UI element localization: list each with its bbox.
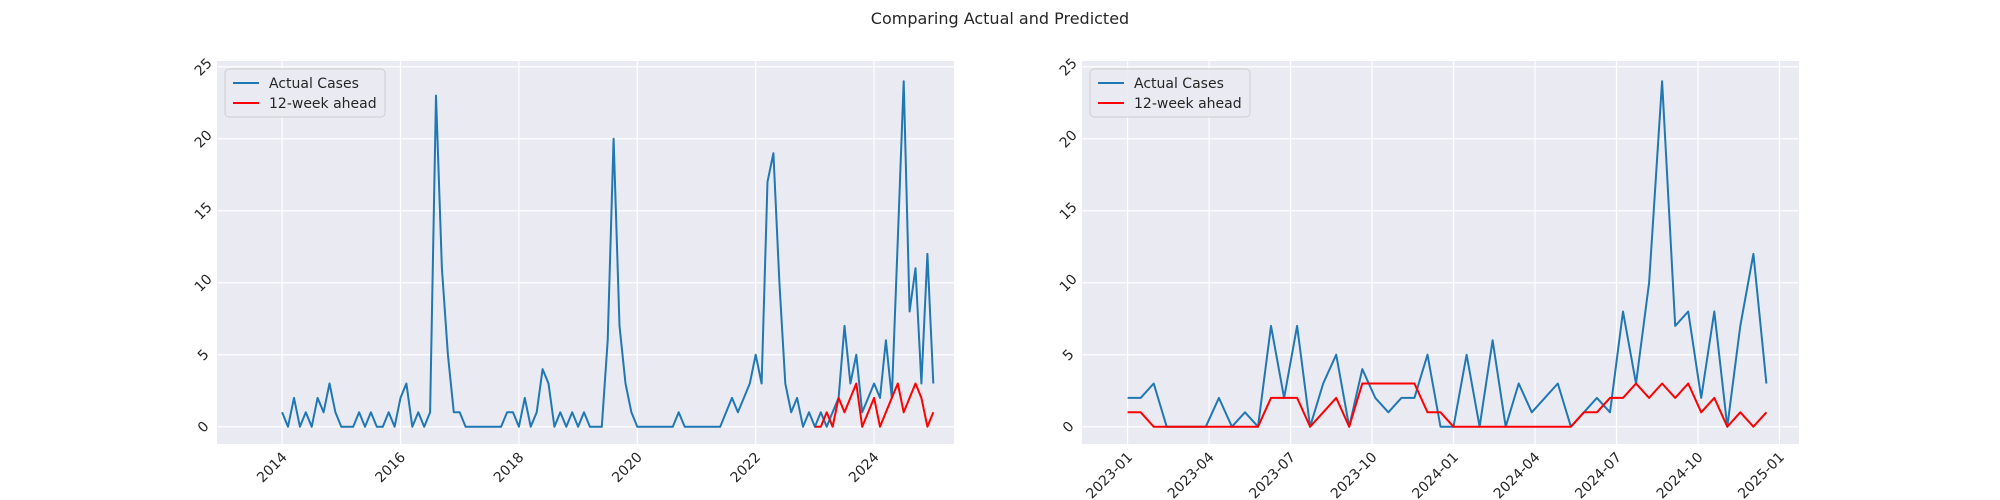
series-line <box>281 80 935 428</box>
series-line <box>1127 80 1768 428</box>
x-tick-label: 2023-10 <box>1328 450 1381 500</box>
legend-label: 12-week ahead <box>269 96 377 112</box>
legend <box>224 68 386 118</box>
y-tick-label: 15 <box>1057 199 1081 223</box>
x-tick-label: 2023-07 <box>1246 450 1299 500</box>
y-tick-label: 5 <box>195 347 213 365</box>
x-tick-label: 2024 <box>846 449 883 486</box>
y-tick-label: 0 <box>1060 419 1078 437</box>
series-line <box>814 382 935 428</box>
y-tick-label: 5 <box>1060 347 1078 365</box>
legend <box>1089 68 1251 118</box>
y-tick-label: 25 <box>192 56 216 80</box>
x-tick-label: 2022 <box>728 450 765 487</box>
y-tick-label: 20 <box>192 127 216 151</box>
y-tick-label: 10 <box>192 271 216 295</box>
x-tick-label: 2016 <box>372 449 409 486</box>
x-tick-label: 2020 <box>609 450 646 487</box>
plot-area <box>1082 61 1799 444</box>
y-tick-label: 20 <box>1057 127 1081 151</box>
legend-label: 12-week ahead <box>1134 96 1242 112</box>
x-tick-label: 2024-01 <box>1409 450 1462 500</box>
x-tick-label: 2025-01 <box>1735 450 1788 500</box>
x-tick-label: 2023-01 <box>1083 450 1136 500</box>
x-tick-label: 2018 <box>491 450 528 487</box>
y-tick-label: 0 <box>195 419 213 437</box>
figure-title: Comparing Actual and Predicted <box>871 9 1129 28</box>
legend-label: Actual Cases <box>269 76 359 92</box>
y-tick-label: 25 <box>1057 56 1081 80</box>
y-tick-label: 15 <box>192 199 216 223</box>
x-tick-label: 2024-04 <box>1491 449 1544 500</box>
x-tick-label: 2024-10 <box>1654 450 1707 500</box>
plot-area <box>217 61 954 444</box>
legend-label: Actual Cases <box>1134 76 1224 92</box>
y-tick-label: 10 <box>1057 271 1081 295</box>
x-tick-label: 2024-07 <box>1572 450 1625 500</box>
series-line <box>1127 382 1768 428</box>
x-tick-label: 2023-04 <box>1165 449 1218 500</box>
x-tick-label: 2014 <box>254 449 291 486</box>
